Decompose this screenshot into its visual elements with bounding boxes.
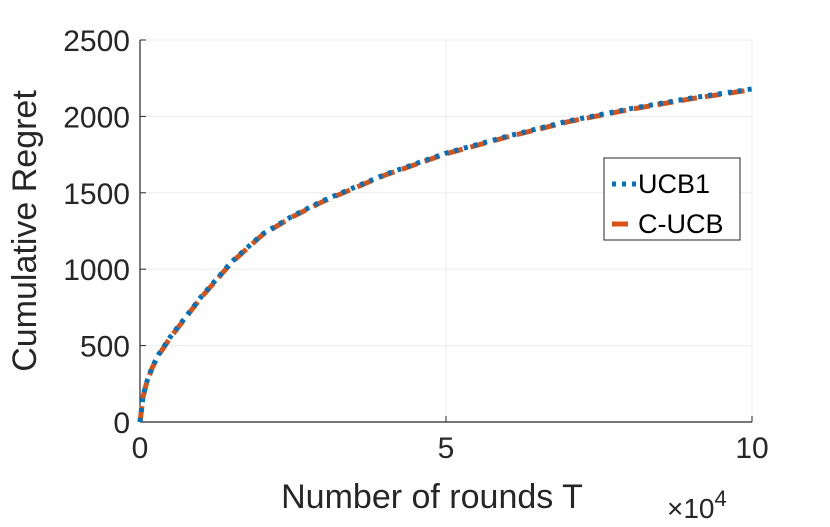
legend-label-c-ucb: C-UCB xyxy=(638,209,724,239)
x-multiplier: ×104 xyxy=(667,486,727,524)
legend-label-ucb1: UCB1 xyxy=(638,169,710,199)
x-axis-label: Number of rounds T xyxy=(281,478,583,516)
y-tick-label: 0 xyxy=(113,407,130,440)
series-line-c-ucb xyxy=(137,87,753,423)
y-tick-label: 500 xyxy=(80,331,130,364)
ticks: 0 500 1000 1500 2000 2500 0 5 10 xyxy=(63,25,768,465)
y-tick-label: 1000 xyxy=(63,254,130,287)
x-multiplier-exponent: 4 xyxy=(715,486,727,511)
series-group xyxy=(137,86,753,423)
y-tick-label: 2500 xyxy=(63,25,130,58)
legend-box xyxy=(603,157,741,241)
x-multiplier-base: ×10 xyxy=(667,493,715,524)
y-tick-label: 1500 xyxy=(63,178,130,211)
x-tick-label: 5 xyxy=(438,432,455,465)
y-tick-label: 2000 xyxy=(63,101,130,134)
y-axis-label: Cumulative Regret xyxy=(6,90,44,372)
x-tick-label: 0 xyxy=(132,432,149,465)
series-line-ucb1 xyxy=(137,86,753,423)
x-tick-label: 10 xyxy=(735,432,768,465)
legend: UCB1 C-UCB xyxy=(603,157,741,241)
grid xyxy=(139,39,753,423)
